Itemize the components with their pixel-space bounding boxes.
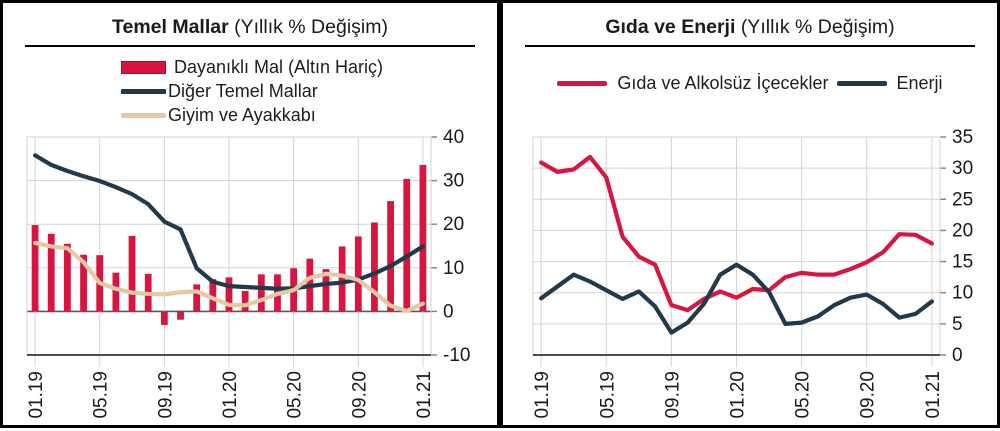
left-legend: Dayanıklı Mal (Altın Hariç) Diğer Temel … xyxy=(3,55,497,127)
y-axis-tick-label: 10 xyxy=(443,258,464,279)
x-axis-tick-label: 01.19 xyxy=(26,371,47,419)
legend-swatch-line-tan-icon xyxy=(121,112,166,118)
bar-11.19 xyxy=(193,284,201,312)
legend-swatch-line-navy-icon xyxy=(121,88,166,94)
bar-09.19 xyxy=(160,311,168,325)
bar-06.19 xyxy=(112,272,120,312)
y-axis-tick-label: 30 xyxy=(443,171,464,192)
bar-01.21 xyxy=(419,164,427,312)
x-axis-tick-label: 05.19 xyxy=(597,371,618,419)
x-axis-tick-label: 09.19 xyxy=(155,371,176,419)
y-axis-tick-label: 15 xyxy=(952,252,973,273)
y-axis-tick-label: 25 xyxy=(952,189,973,210)
legend-item-diger-temel-mallar: Diğer Temel Mallar xyxy=(121,79,497,103)
legend-label-giyim-ayakkabi: Giyim ve Ayakkabı xyxy=(168,104,316,125)
bar-02.19 xyxy=(47,233,55,312)
legend-swatch-bar-icon xyxy=(121,60,166,74)
bar-12.20 xyxy=(403,178,411,312)
legend-item-giyim-ayakkabi: Giyim ve Ayakkabı xyxy=(121,103,497,127)
legend-swatch-line-navy-icon xyxy=(836,81,887,86)
legend-label-enerji: Enerji xyxy=(896,73,943,93)
right-title-sub: (Yıllık % Değişim) xyxy=(740,16,895,38)
bar-04.20 xyxy=(274,274,281,312)
y-axis-tick-label: 40 xyxy=(443,127,464,148)
bar-03.20 xyxy=(257,274,265,312)
bar-07.19 xyxy=(128,235,136,312)
line-series-Gıda ve Alkolsüz İçecekler xyxy=(539,154,934,313)
bar-06.20 xyxy=(306,258,314,312)
y-axis-tick-label: 0 xyxy=(443,301,454,322)
bar-12.19 xyxy=(209,279,217,312)
panel-gida-ve-enerji: Gıda ve Enerji (Yıllık % Değişim) Gıda v… xyxy=(500,0,1000,428)
line-series-Enerji xyxy=(539,262,934,335)
y-axis-tick-label: 20 xyxy=(443,214,464,235)
right-plot-area: 0 5 10 15 20 25 30 35 01.19 05.19 09.19 01.20 05.20 0… xyxy=(503,3,997,425)
bar-03.19 xyxy=(64,243,71,312)
right-legend: Gıda ve Alkolsüz İçecekler Enerji xyxy=(503,73,997,94)
bar-09.20 xyxy=(354,236,362,312)
left-chart-title: Temel Mallar (Yıllık % Değişim) xyxy=(3,3,497,39)
x-axis-tick-label: 09.19 xyxy=(662,371,683,419)
bar-10.19 xyxy=(177,311,184,320)
bar-11.20 xyxy=(387,201,394,312)
bar-05.19 xyxy=(96,255,104,312)
legend-label-dayanikli-mal: Dayanıklı Mal (Altın Hariç) xyxy=(174,56,384,77)
x-axis-tick-label: 05.19 xyxy=(91,371,112,419)
bar-08.19 xyxy=(144,273,152,312)
x-axis-tick-label: 05.20 xyxy=(793,371,814,419)
legend-label-diger-temel-mallar: Diğer Temel Mallar xyxy=(168,80,318,101)
left-title-divider xyxy=(25,45,475,47)
bar-05.20 xyxy=(290,268,298,312)
y-axis-tick-label: 5 xyxy=(952,314,963,335)
x-axis-tick-label: 01.20 xyxy=(220,371,241,419)
right-title-divider xyxy=(525,45,975,47)
x-axis-tick-label: 09.20 xyxy=(349,371,370,419)
x-axis-tick-label: 09.20 xyxy=(858,371,879,419)
y-axis-tick-label: 35 xyxy=(952,127,973,148)
x-axis-tick-label: 01.19 xyxy=(532,371,553,419)
line-series-Giyim ve Ayakkabı xyxy=(32,240,426,314)
bar-02.20 xyxy=(241,290,249,312)
left-title-main: Temel Mallar xyxy=(112,16,229,38)
legend-swatch-line-red-icon xyxy=(557,81,608,86)
right-chart-title: Gıda ve Enerji (Yıllık % Değişim) xyxy=(503,3,997,39)
x-axis-tick-label: 05.20 xyxy=(285,371,306,419)
y-axis-tick-label: 30 xyxy=(952,158,973,179)
y-axis-tick-label: 0 xyxy=(952,345,963,366)
bar-08.20 xyxy=(338,246,346,312)
legend-label-gida: Gıda ve Alkolsüz İçecekler xyxy=(617,73,829,93)
panel-temel-mallar: Temel Mallar (Yıllık % Değişim) Dayanıkl… xyxy=(0,0,500,428)
x-axis-tick-label: 01.20 xyxy=(728,371,749,419)
bar-04.19 xyxy=(80,254,87,312)
left-title-sub: (Yıllık % Değişim) xyxy=(234,16,388,38)
right-title-main: Gıda ve Enerji xyxy=(605,16,736,38)
y-axis-tick-label: 20 xyxy=(952,220,973,241)
bar-01.19 xyxy=(31,225,39,312)
x-axis-tick-label: 01.21 xyxy=(414,371,435,419)
y-axis-tick-label: -10 xyxy=(443,345,470,366)
bar-01.20 xyxy=(225,277,233,312)
legend-item-dayanikli-mal: Dayanıklı Mal (Altın Hariç) xyxy=(121,55,497,79)
bar-07.20 xyxy=(322,269,330,312)
bar-10.20 xyxy=(371,222,378,312)
y-axis-tick-label: 10 xyxy=(952,283,973,304)
line-series-Diğer Temel Mallar xyxy=(32,153,426,291)
x-axis-tick-label: 01.21 xyxy=(923,371,944,419)
